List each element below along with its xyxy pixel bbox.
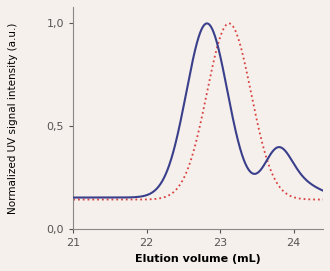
Y-axis label: Normalized UV signal intensity (a.u.): Normalized UV signal intensity (a.u.): [8, 22, 18, 214]
X-axis label: Elution volume (mL): Elution volume (mL): [135, 254, 261, 264]
